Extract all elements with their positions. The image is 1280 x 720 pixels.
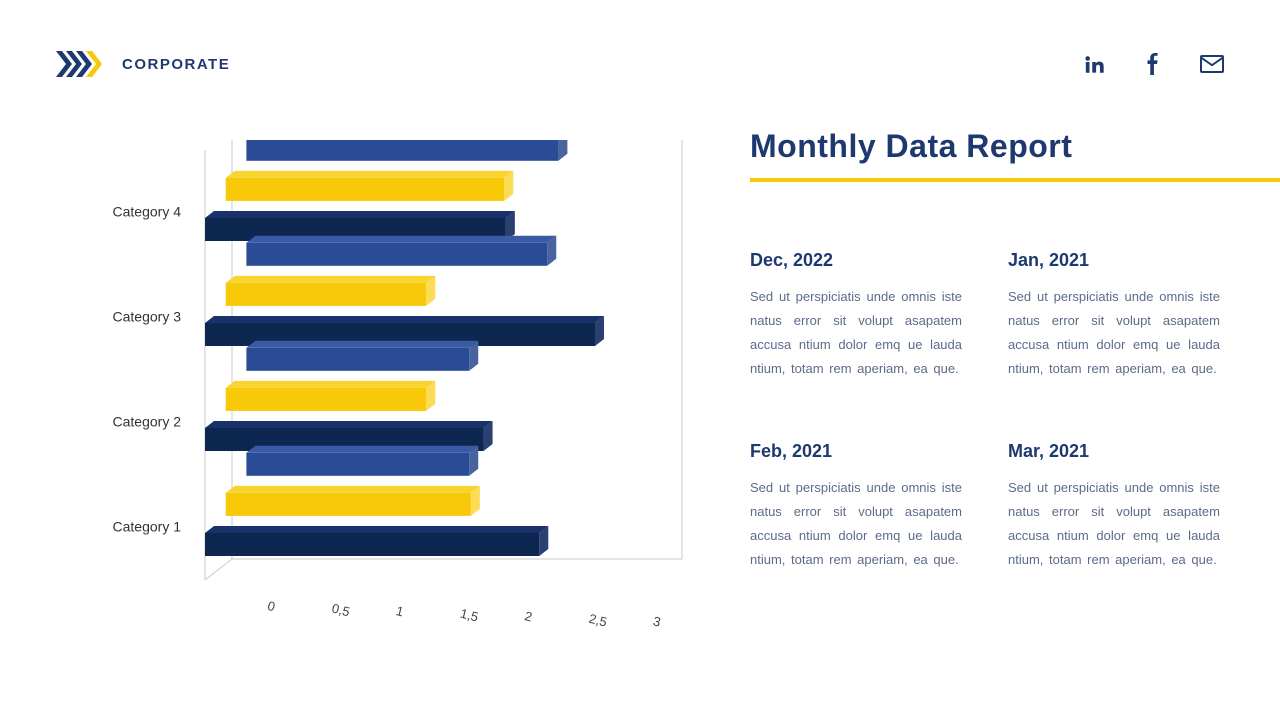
svg-text:3: 3 [652, 613, 663, 629]
svg-text:1,5: 1,5 [459, 606, 480, 625]
brand-name: CORPORATE [122, 56, 230, 73]
chevrons-icon [56, 51, 108, 77]
facebook-icon[interactable] [1142, 53, 1164, 75]
month-block: Jan, 2021 Sed ut perspiciatis unde omnis… [1008, 250, 1220, 381]
svg-text:Category 2: Category 2 [113, 414, 182, 430]
month-label: Jan, 2021 [1008, 250, 1220, 271]
social-links [1084, 53, 1224, 75]
month-body: Sed ut perspiciatis unde omnis iste natu… [750, 476, 962, 572]
month-block: Dec, 2022 Sed ut perspiciatis unde omnis… [750, 250, 962, 381]
svg-text:Category 1: Category 1 [113, 519, 182, 535]
month-body: Sed ut perspiciatis unde omnis iste natu… [750, 285, 962, 381]
month-block: Mar, 2021 Sed ut perspiciatis unde omnis… [1008, 441, 1220, 572]
svg-text:Category 3: Category 3 [113, 309, 182, 325]
data-chart: Category 4 Category 3 Category 2 Category 1… [50, 140, 690, 650]
month-body: Sed ut perspiciatis unde omnis iste natu… [1008, 285, 1220, 381]
month-block: Feb, 2021 Sed ut perspiciatis unde omnis… [750, 441, 962, 572]
svg-text:Category 4: Category 4 [113, 204, 182, 220]
svg-text:0,5: 0,5 [330, 601, 351, 620]
svg-text:1: 1 [395, 603, 406, 619]
month-label: Mar, 2021 [1008, 441, 1220, 462]
svg-text:2,5: 2,5 [587, 611, 608, 630]
months-grid: Dec, 2022 Sed ut perspiciatis unde omnis… [750, 250, 1220, 572]
page-title: Monthly Data Report [750, 128, 1072, 165]
title-underline [750, 178, 1280, 182]
svg-text:2: 2 [523, 608, 534, 624]
mail-icon[interactable] [1200, 55, 1224, 73]
month-label: Feb, 2021 [750, 441, 962, 462]
linkedin-icon[interactable] [1084, 53, 1106, 75]
month-label: Dec, 2022 [750, 250, 962, 271]
svg-text:0: 0 [266, 598, 277, 614]
month-body: Sed ut perspiciatis unde omnis iste natu… [1008, 476, 1220, 572]
brand-logo: CORPORATE [56, 51, 230, 77]
